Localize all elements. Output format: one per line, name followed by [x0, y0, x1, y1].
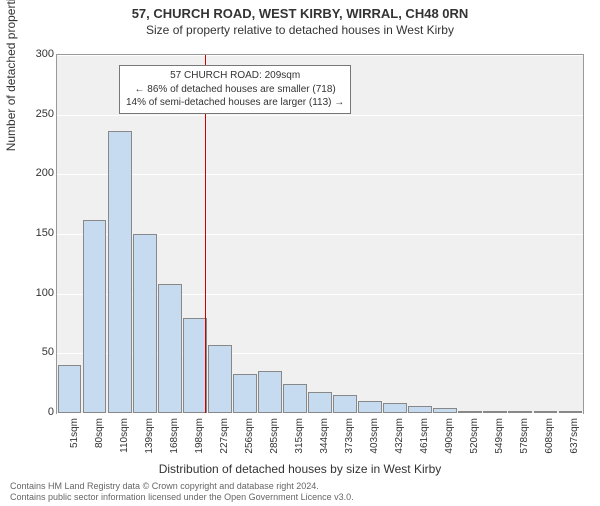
- y-tick: 0: [14, 406, 54, 418]
- bar: [183, 318, 207, 413]
- x-tick: 373sqm: [344, 418, 355, 468]
- annotation-line-2: ← 86% of detached houses are smaller (71…: [126, 83, 344, 97]
- bar: [559, 411, 583, 413]
- annotation-line-1: 57 CHURCH ROAD: 209sqm: [126, 69, 344, 83]
- bar: [233, 374, 257, 413]
- x-tick: 110sqm: [119, 418, 130, 468]
- x-tick: 315sqm: [294, 418, 305, 468]
- x-tick: 520sqm: [469, 418, 480, 468]
- x-tick: 227sqm: [219, 418, 230, 468]
- x-tick: 637sqm: [569, 418, 580, 468]
- y-tick: 200: [14, 167, 54, 179]
- y-tick: 150: [14, 227, 54, 239]
- y-tick: 300: [14, 48, 54, 60]
- bar: [383, 403, 407, 413]
- bar: [58, 365, 82, 413]
- x-tick: 168sqm: [169, 418, 180, 468]
- x-tick: 285sqm: [269, 418, 280, 468]
- footer-attribution: Contains HM Land Registry data © Crown c…: [10, 481, 590, 504]
- x-tick: 256sqm: [244, 418, 255, 468]
- bar: [333, 395, 357, 413]
- y-tick: 100: [14, 287, 54, 299]
- bar: [458, 411, 482, 413]
- bar: [483, 411, 507, 413]
- bar: [433, 408, 457, 413]
- x-tick: 578sqm: [519, 418, 530, 468]
- annotation-line-3: 14% of semi-detached houses are larger (…: [126, 96, 344, 110]
- x-tick: 198sqm: [194, 418, 205, 468]
- footer-line-2: Contains public sector information licen…: [10, 492, 590, 504]
- bar: [258, 371, 282, 413]
- x-tick: 80sqm: [94, 418, 105, 468]
- bar: [133, 234, 157, 413]
- bar: [283, 384, 307, 413]
- gridline: [57, 174, 583, 175]
- bar: [408, 406, 432, 413]
- plot-area: 57 CHURCH ROAD: 209sqm← 86% of detached …: [56, 54, 584, 414]
- gridline: [57, 55, 583, 56]
- x-tick: 461sqm: [419, 418, 430, 468]
- y-axis-label: Number of detached properties: [4, 0, 18, 151]
- x-tick: 432sqm: [394, 418, 405, 468]
- bar: [208, 345, 232, 413]
- chart-container: 57, CHURCH ROAD, WEST KIRBY, WIRRAL, CH4…: [0, 6, 600, 506]
- x-tick: 490sqm: [444, 418, 455, 468]
- chart-subtitle: Size of property relative to detached ho…: [0, 23, 600, 37]
- x-tick: 344sqm: [319, 418, 330, 468]
- bar: [358, 401, 382, 413]
- bar: [534, 411, 558, 413]
- annotation-box: 57 CHURCH ROAD: 209sqm← 86% of detached …: [119, 65, 351, 114]
- bar: [158, 284, 182, 413]
- bar: [508, 411, 532, 413]
- y-tick: 50: [14, 346, 54, 358]
- x-tick: 608sqm: [544, 418, 555, 468]
- x-tick: 549sqm: [494, 418, 505, 468]
- y-tick: 250: [14, 108, 54, 120]
- bar: [83, 220, 107, 413]
- x-tick: 139sqm: [144, 418, 155, 468]
- bar: [108, 131, 132, 413]
- gridline: [57, 115, 583, 116]
- chart-title: 57, CHURCH ROAD, WEST KIRBY, WIRRAL, CH4…: [0, 6, 600, 21]
- x-tick: 51sqm: [69, 418, 80, 468]
- bar: [308, 392, 332, 413]
- gridline: [57, 413, 583, 414]
- x-tick: 403sqm: [369, 418, 380, 468]
- footer-line-1: Contains HM Land Registry data © Crown c…: [10, 481, 590, 493]
